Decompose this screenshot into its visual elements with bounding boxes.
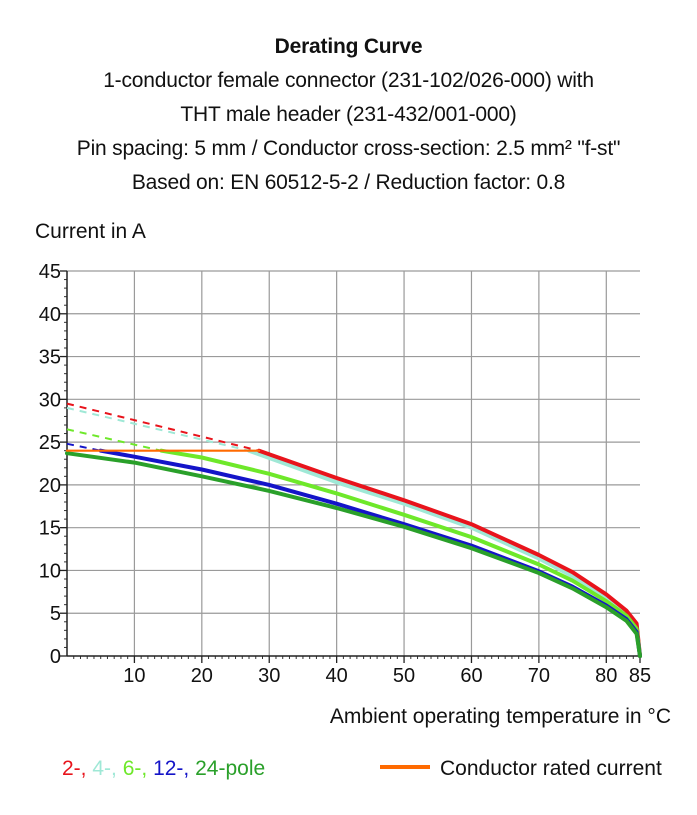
series-2-extension (66, 402, 260, 452)
x-tick-label-50: 50 (393, 665, 415, 687)
series-24-pole-line (65, 451, 642, 658)
y-axis-label: Current in A (35, 220, 146, 243)
legend-item-2-pole: 2-, (62, 757, 87, 780)
chart-title-block: Derating Curve 1-conductor female connec… (0, 30, 697, 200)
subtitle-line-2: THT male header (231-432/001-000) (180, 103, 517, 126)
x-tick-label-80: 80 (595, 665, 617, 687)
y-tick-label-25: 25 (39, 432, 61, 454)
series-2-line (257, 448, 642, 658)
x-tick-label-40: 40 (326, 665, 348, 687)
legend-item-24-pole: 24-pole (195, 757, 266, 780)
y-tick-label-30: 30 (39, 389, 61, 411)
legend-rated-line (380, 765, 430, 770)
x-axis-label: Ambient operating temperature in °C (329, 705, 671, 728)
x-tick-label-10: 10 (123, 665, 145, 687)
y-tick-label-0: 0 (50, 646, 61, 668)
series-6-extension (66, 428, 162, 452)
x-tick-label-30: 30 (258, 665, 280, 687)
subtitle-line-4: Based on: EN 60512-5-2 / Reduction facto… (131, 171, 566, 194)
y-tick-label-10: 10 (39, 560, 61, 582)
y-tick-label-45: 45 (39, 261, 61, 283)
series-6-line (159, 448, 642, 658)
legend-item-4-pole: 4-, (92, 757, 117, 780)
legend-item-12-pole: 12-, (153, 757, 190, 780)
legend-item-6-pole: 6-, (122, 757, 148, 780)
x-tick-label-85: 85 (629, 665, 651, 687)
plot-area (67, 271, 640, 656)
legend-series: 2-, 4-, 6-, 12-, 24-pole (62, 757, 265, 781)
legend-rated-current: Conductor rated current (380, 757, 662, 781)
y-tick-label-35: 35 (39, 347, 61, 369)
x-tick-label-70: 70 (528, 665, 550, 687)
series-4-extension (66, 406, 250, 452)
series-12-extension (66, 442, 101, 452)
y-tick-label-15: 15 (39, 518, 61, 540)
chart-title: Derating Curve (274, 35, 423, 58)
x-tick-label-20: 20 (191, 665, 213, 687)
x-tick-label-60: 60 (460, 665, 482, 687)
legend-rated-label: Conductor rated current (440, 757, 662, 780)
y-tick-label-40: 40 (39, 304, 61, 326)
subtitle-line-1: 1-conductor female connector (231-102/02… (103, 69, 594, 92)
y-tick-label-20: 20 (39, 475, 61, 497)
y-tick-label-5: 5 (50, 603, 61, 625)
subtitle-line-3: Pin spacing: 5 mm / Conductor cross-sect… (76, 137, 621, 160)
